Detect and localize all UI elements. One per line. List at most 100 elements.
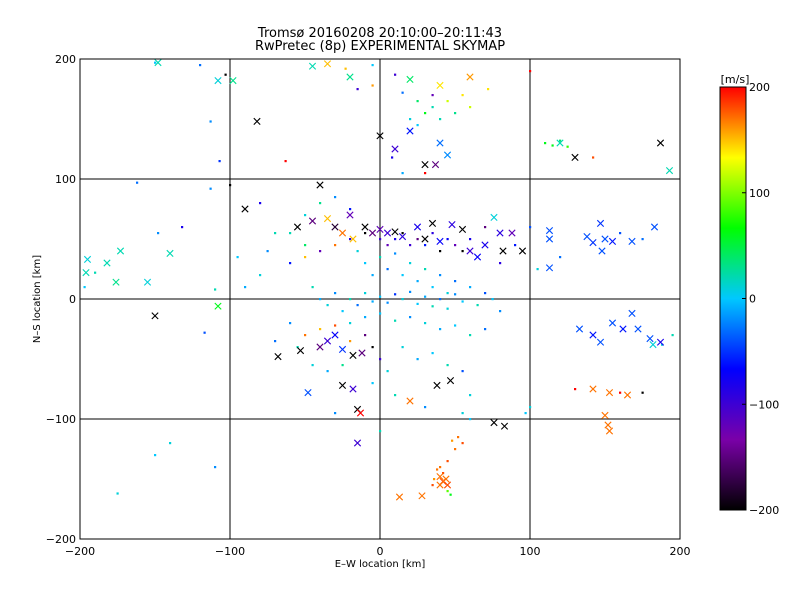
data-point-dot [379,295,382,298]
data-point-dot [341,364,344,367]
data-point-dot [439,118,442,121]
colorbar-tick-label: 0 [749,293,756,306]
data-point-dot [529,226,532,229]
data-point-x [628,309,636,317]
data-point-x [418,492,426,500]
data-point-x [229,77,237,85]
y-tick-label: 100 [55,173,76,186]
data-point-dot [319,328,322,331]
data-point-x [406,397,414,405]
data-point-dot [416,100,419,103]
data-point-dot [289,322,292,325]
data-point-x [601,235,609,243]
data-point-x [656,338,665,346]
data-point-x [628,237,636,245]
data-point-dot [199,64,202,67]
data-point-dot [454,244,457,247]
data-point-x [545,264,554,272]
data-point-dot [424,322,427,325]
data-point-x [214,302,222,310]
data-point-x [575,325,584,333]
data-point-x [338,381,347,389]
data-point-x [82,269,90,277]
data-point-dot [416,238,419,241]
data-point-dot [341,310,344,313]
data-point-dot [424,112,427,115]
data-point-dot [401,91,404,94]
data-point-dot [559,256,562,259]
data-point-x [346,73,354,81]
data-point-dot [461,370,464,373]
data-point-dot [536,268,539,271]
data-point-dot [641,391,644,394]
data-point-dot [469,394,472,397]
data-point-x [323,337,332,345]
data-point-dot [424,268,427,271]
y-axis-label: N–S location [km] [32,255,43,343]
colorbar-tick-label: 100 [749,187,770,200]
data-points [82,59,674,501]
data-point-dot [446,490,449,493]
data-point-x [604,421,612,429]
data-point-dot [439,466,442,469]
data-point-dot [469,334,472,337]
data-point-dot [379,238,382,241]
data-point-dot [379,256,382,259]
data-point-dot [446,364,449,367]
data-point-dot [319,298,322,301]
data-point-dot [544,142,547,145]
data-point-dot [391,156,394,159]
data-point-x [436,481,444,489]
data-point-dot [274,340,277,343]
data-point-x [376,132,384,140]
data-point-x [496,229,504,237]
data-point-x [166,249,174,257]
data-point-dot [349,322,352,325]
data-point-dot [83,286,86,289]
data-point-x [436,237,444,245]
colorbar-tick-label: −200 [749,504,779,517]
data-point-x [331,331,339,339]
data-point-x [634,325,642,333]
data-point-dot [641,238,644,241]
data-point-dot [461,442,464,445]
data-point-dot [394,319,397,322]
data-point-x [589,331,597,339]
data-point-dot [371,300,374,303]
data-point-x [413,223,422,231]
data-point-dot [274,232,277,235]
data-point-dot [203,331,206,334]
data-point-dot [431,484,434,487]
data-point-dot [431,94,434,97]
data-point-x [376,225,384,233]
data-point-x [361,223,369,231]
data-point-dot [94,271,97,274]
data-point-dot [476,304,479,307]
data-point-dot [371,382,374,385]
x-axis-ticks: −200 −100 0 100 200 [65,533,691,558]
data-point-dot [244,286,247,289]
data-point-dot [259,274,262,277]
data-point-x [116,247,125,255]
data-point-dot [157,232,160,235]
data-point-x [241,205,249,213]
data-point-dot [454,293,457,296]
data-point-dot [349,340,352,343]
data-point-x [656,139,665,147]
data-point-dot [334,196,337,199]
data-point-dot [311,364,314,367]
data-point-dot [424,172,427,175]
data-point-x [650,223,659,231]
data-point-x [490,419,498,427]
data-point-dot [551,144,554,147]
data-point-dot [236,256,239,259]
data-point-dot [344,67,347,70]
x-tick-label: −100 [215,545,245,558]
data-point-x [383,229,392,237]
data-point-x [623,391,632,399]
data-point-x [490,213,498,221]
data-point-dot [386,244,389,247]
data-point-x [571,153,579,161]
data-point-dot [439,328,442,331]
